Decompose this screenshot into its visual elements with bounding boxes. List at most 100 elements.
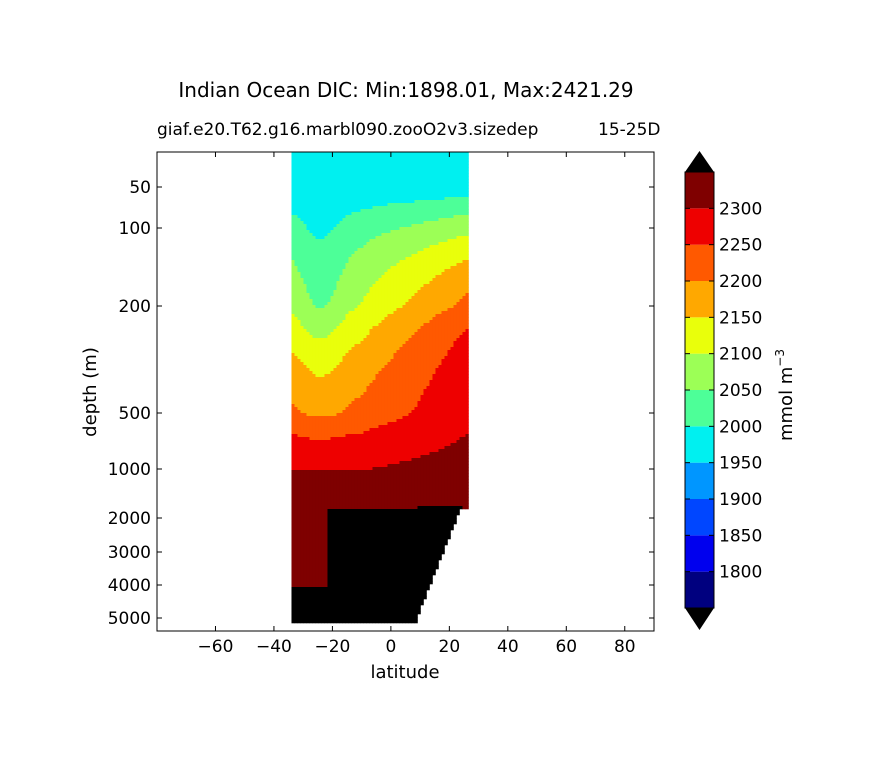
contour-cell [420,314,424,318]
contour-cell [315,287,319,291]
contour-cell [456,152,460,156]
contour-cell [384,401,388,405]
contour-cell [390,263,394,267]
contour-cell [390,254,394,258]
contour-cell [435,365,439,369]
contour-cell [378,332,382,336]
contour-cell [399,188,403,192]
contour-cell [402,338,406,342]
contour-cell [378,194,382,198]
contour-cell [318,260,322,264]
contour-cell [393,254,397,258]
contour-cell [306,155,310,159]
contour-cell [402,332,406,336]
contour-cell [312,308,316,312]
contour-cell [354,317,358,321]
contour-cell [375,377,379,381]
contour-cell [381,170,385,174]
contour-cell [336,266,340,270]
contour-cell [432,311,436,315]
contour-cell [369,353,373,357]
contour-cell [333,164,337,168]
contour-cell [348,173,352,177]
contour-cell [462,374,466,378]
contour-cell [444,209,448,213]
contour-cell [447,209,451,213]
contour-cell [366,368,370,372]
contour-cell [324,242,328,246]
contour-cell [324,386,328,390]
contour-cell [447,398,451,402]
contour-cell [462,269,466,273]
contour-cell [381,302,385,306]
contour-cell [303,386,307,390]
contour-cell [465,365,469,369]
contour-cell [408,353,412,357]
contour-cell [375,194,379,198]
contour-cell [465,326,469,330]
contour-cell [333,311,337,315]
contour-cell [417,152,421,156]
contour-cell [309,197,313,201]
contour-cell [303,332,307,336]
contour-cell [345,326,349,330]
contour-cell [342,281,346,285]
contour-cell [438,287,442,291]
contour-cell [315,305,319,309]
contour-cell [408,350,412,354]
contour-cell [345,209,349,213]
contour-cell [456,278,460,282]
contour-cell [453,251,457,255]
contour-cell [336,287,340,291]
contour-cell [351,392,355,396]
contour-cell [336,158,340,162]
contour-cell [294,212,298,216]
contour-cell [348,380,352,384]
contour-cell [390,260,394,264]
contour-cell [339,314,343,318]
contour-cell [324,182,328,186]
contour-cell [294,356,298,360]
contour-cell [378,173,382,177]
contour-cell [402,350,406,354]
contour-cell [294,242,298,246]
contour-cell [366,230,370,234]
contour-cell [390,356,394,360]
contour-cell [396,212,400,216]
contour-cell [315,206,319,210]
contour-cell [369,245,373,249]
contour-cell [357,158,361,162]
contour-cell [372,182,376,186]
contour-cell [408,296,412,300]
contour-cell [438,218,442,222]
contour-cell [354,377,358,381]
contour-cell [387,218,391,222]
contour-cell [375,224,379,228]
contour-cell [339,392,343,396]
contour-cell [399,179,403,183]
contour-cell [399,395,403,399]
contour-cell [420,395,424,399]
contour-cell [405,350,409,354]
contour-cell [333,287,337,291]
contour-cell [324,164,328,168]
contour-cell [441,356,445,360]
contour-cell [306,338,310,342]
contour-cell [312,326,316,330]
contour-cell [396,245,400,249]
contour-cell [444,185,448,189]
contour-cell [303,404,307,408]
contour-cell [294,359,298,363]
contour-cell [318,266,322,270]
contour-cell [441,374,445,378]
contour-cell [408,290,412,294]
contour-cell [291,332,295,336]
contour-cell [312,368,316,372]
contour-cell [312,179,316,183]
contour-cell [420,305,424,309]
contour-cell [297,323,301,327]
contour-cell [369,350,373,354]
contour-cell [324,236,328,240]
contour-cell [432,206,436,210]
contour-cell [363,296,367,300]
